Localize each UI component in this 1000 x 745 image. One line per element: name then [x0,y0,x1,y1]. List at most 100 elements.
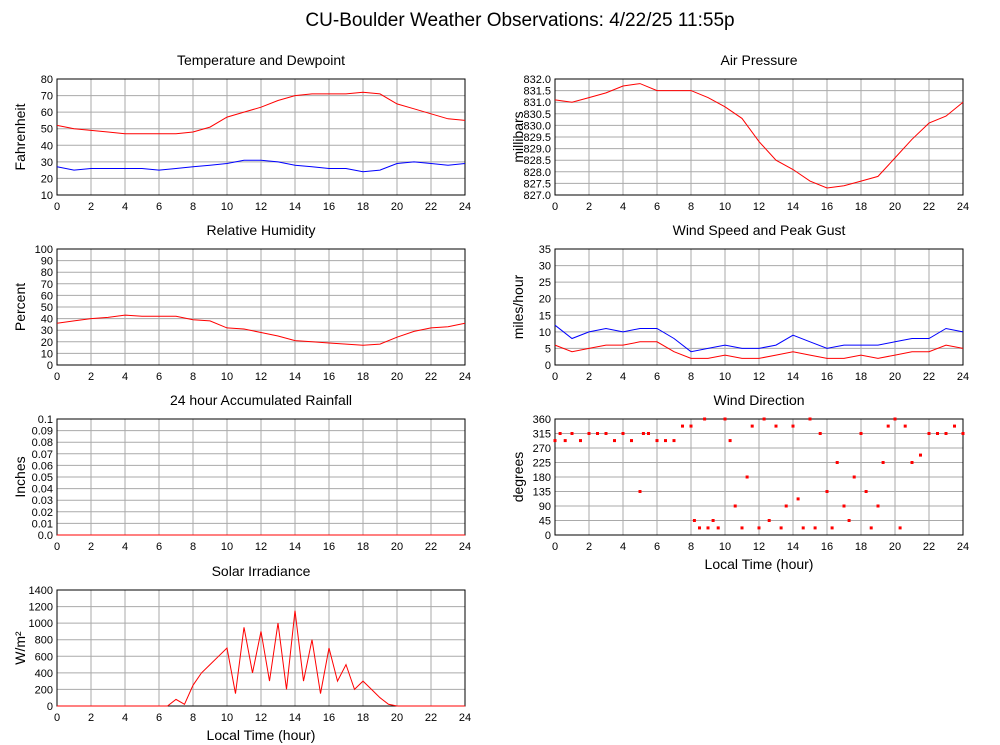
series-line [554,83,964,189]
y-tick-label: 135 [533,487,551,499]
x-tick-label: 0 [54,541,60,553]
y-tick-label: 15 [539,310,551,322]
scatter-point [587,432,591,435]
y-tick-label: 50 [41,302,53,314]
y-tick-label: 829.5 [523,132,551,144]
x-tick-label: 24 [957,201,969,213]
x-tick-label: 2 [586,371,592,383]
scatter-point [898,526,902,530]
plot-frame [56,589,466,707]
x-tick-label: 6 [654,541,660,553]
x-tick-label: 4 [122,371,128,383]
chart-title: Temperature and Dewpoint [177,52,345,68]
y-tick-label: 0.09 [32,426,53,438]
x-tick-label: 22 [425,712,437,724]
x-tick-label: 8 [688,201,694,213]
y-tick-label: 0.05 [32,472,53,484]
y-axis-label: Fahrenheit [12,103,28,170]
plot-frame [554,418,964,536]
x-tick-label: 6 [156,371,162,383]
y-axis-label: Percent [12,283,28,331]
x-tick-label: 4 [122,201,128,213]
scatter-point [801,526,805,530]
x-tick-label: 12 [753,541,765,553]
scatter-point [716,526,720,530]
y-tick-label: 70 [41,91,53,103]
x-tick-label: 10 [221,712,233,724]
scatter-point [927,432,931,435]
x-tick-label: 14 [289,201,301,213]
chart-title: Wind Speed and Peak Gust [673,222,846,238]
scatter-point [703,417,707,421]
y-tick-label: 800 [35,635,53,647]
y-tick-label: 832.0 [523,74,551,86]
x-tick-label: 12 [255,541,267,553]
series-line [554,324,964,353]
y-tick-label: 827.0 [523,190,551,202]
x-tick-label: 20 [391,712,403,724]
x-tick-label: 24 [957,371,969,383]
x-tick-label: 2 [88,541,94,553]
scatter-point [698,526,701,530]
x-tick-label: 16 [323,541,335,553]
y-tick-label: 1200 [29,602,53,614]
scatter-point [910,461,914,464]
x-tick-label: 16 [323,712,335,724]
x-tick-label: 12 [753,201,765,213]
scatter-point [630,439,633,443]
x-tick-label: 22 [425,201,437,213]
y-tick-label: 0 [47,701,53,713]
scatter-point [596,432,599,435]
y-tick-label: 830.0 [523,120,551,132]
chart-title: Relative Humidity [207,222,316,238]
scatter-point [852,475,856,479]
scatter-point [621,432,625,435]
scatter-point [563,439,567,443]
scatter-point [613,439,616,443]
scatter-point [750,424,754,428]
scatter-point [893,417,897,421]
series-line [56,314,466,346]
x-tick-label: 24 [459,201,471,213]
y-tick-label: 0.0 [38,530,53,542]
y-tick-label: 20 [41,173,53,185]
x-tick-label: 14 [289,371,301,383]
y-tick-label: 831.0 [523,97,551,109]
y-tick-label: 0.1 [38,414,53,426]
scatter-point [936,432,939,435]
y-tick-label: 360 [533,414,551,426]
scatter-point [579,439,582,443]
series-line [554,341,964,359]
page-title: CU-Boulder Weather Observations: 4/22/25… [305,10,734,31]
x-tick-label: 14 [289,541,301,553]
x-tick-label: 8 [190,712,196,724]
x-tick-label: 8 [190,201,196,213]
scatter-point [791,424,795,428]
x-tick-label: 18 [357,201,369,213]
scatter-point [706,526,710,530]
x-tick-label: 12 [255,201,267,213]
scatter-point [767,519,771,522]
scatter-point [944,432,948,435]
scatter-point [881,461,885,464]
x-tick-label: 14 [787,541,799,553]
series-line [57,610,465,707]
y-tick-label: 827.5 [523,178,551,190]
y-tick-label: 0.02 [32,507,53,519]
y-axis-label: Inches [12,456,28,497]
scatter-point [919,453,922,457]
x-tick-label: 2 [586,201,592,213]
series-line [56,91,466,135]
chart-title: Solar Irradiance [212,563,311,579]
x-tick-label: 24 [459,371,471,383]
x-tick-label: 16 [323,201,335,213]
y-tick-label: 20 [539,294,551,306]
scatter-point [723,417,727,421]
chart-title: 24 hour Accumulated Rainfall [170,392,352,408]
scatter-point [961,432,965,435]
scatter-point [869,526,873,530]
x-tick-label: 18 [855,201,867,213]
y-tick-label: 315 [533,429,551,441]
